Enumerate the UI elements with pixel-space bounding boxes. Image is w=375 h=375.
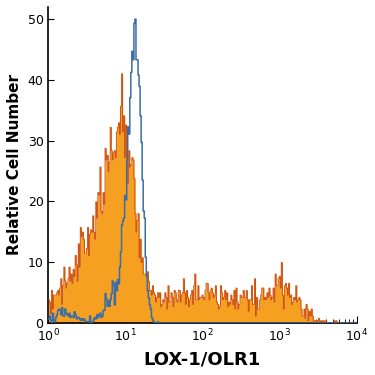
Y-axis label: Relative Cell Number: Relative Cell Number: [7, 75, 22, 255]
X-axis label: LOX-1/OLR1: LOX-1/OLR1: [144, 350, 261, 368]
